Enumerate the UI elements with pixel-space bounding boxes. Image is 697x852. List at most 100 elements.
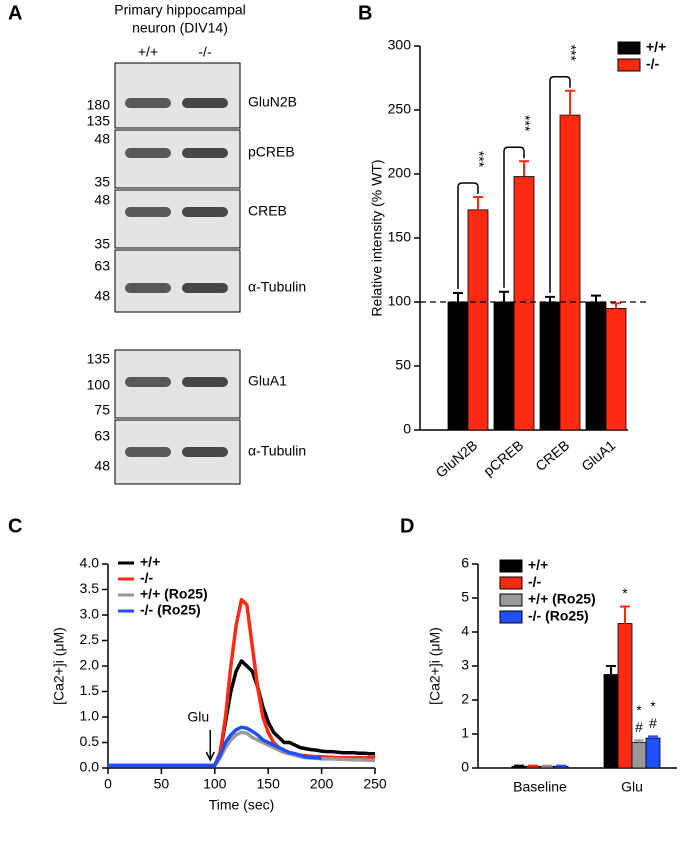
legend-label: +/+: [646, 39, 666, 55]
bar: [559, 114, 581, 431]
lane-label: -/-: [198, 44, 212, 60]
blot-label: GluA1: [248, 373, 287, 389]
y-tick-label: 2.0: [80, 657, 100, 673]
blot-band: [182, 283, 228, 293]
error-bar: [473, 196, 483, 210]
y-tick-label: 150: [388, 229, 412, 245]
blot-band: [182, 148, 228, 158]
mw-marker: 63: [94, 428, 110, 444]
blot-label: pCREB: [248, 144, 295, 160]
x-tick-label: Baseline: [513, 779, 567, 795]
legend-swatch: [499, 593, 523, 607]
y-tick-label: 3.5: [80, 580, 100, 596]
y-tick-label: 4: [461, 623, 469, 639]
y-tick-label: 0.0: [80, 759, 100, 775]
significance-mark: ***: [517, 115, 533, 132]
annotation: Glu: [187, 709, 209, 725]
data-line: [108, 725, 322, 768]
y-tick-label: 6: [461, 555, 469, 571]
legend-label: -/- (Ro25): [140, 602, 201, 618]
bar: [605, 307, 627, 431]
y-axis-label: [Ca2+]i (μM): [51, 627, 67, 705]
blot-label: GluN2B: [248, 94, 297, 110]
significance-bracket: [457, 182, 479, 290]
blot-band: [125, 447, 171, 457]
legend-swatch: [499, 559, 523, 573]
mw-marker: 135: [87, 113, 111, 129]
y-tick-label: 3: [461, 657, 469, 673]
error-bar: [542, 764, 552, 767]
error-bar: [648, 735, 658, 739]
blot-band: [125, 207, 171, 217]
error-bar: [519, 160, 529, 177]
blot-frame: [114, 189, 241, 249]
error-bar: [528, 764, 538, 767]
y-tick-label: 1.0: [80, 708, 100, 724]
error-bar: [514, 764, 524, 767]
y-tick-label: 2: [461, 691, 469, 707]
legend-label: +/+ (Ro25): [528, 591, 596, 607]
x-tick-label: CREB: [532, 437, 572, 474]
data-line: [108, 597, 375, 768]
significance-mark: #: [649, 715, 657, 731]
y-tick-label: 0: [403, 421, 411, 437]
blot-label: α-Tubulin: [248, 443, 306, 459]
error-bar: [634, 739, 644, 743]
mw-marker: 35: [94, 174, 110, 190]
legend-label: -/- (Ro25): [528, 608, 589, 624]
blot-frame: [114, 129, 241, 189]
bar: [585, 301, 607, 431]
lane-label: +/+: [138, 44, 158, 60]
bar: [447, 301, 469, 431]
legend-swatch: [499, 576, 523, 590]
x-tick-label: 200: [310, 776, 334, 792]
y-axis-label: Relative intensity (% WT): [369, 159, 385, 316]
error-bar: [565, 89, 575, 116]
x-tick-label: pCREB: [480, 437, 526, 479]
mw-marker: 75: [94, 402, 110, 418]
y-tick-label: 0.5: [80, 733, 100, 749]
x-tick-label: 0: [104, 776, 112, 792]
bar: [493, 301, 515, 431]
blot-title: neuron (DIV14): [132, 20, 228, 36]
bar: [467, 209, 489, 431]
significance-bracket: [503, 146, 525, 288]
blot-band: [125, 283, 171, 293]
significance-mark: *: [636, 702, 642, 718]
y-tick-label: 5: [461, 589, 469, 605]
x-tick-label: GluA1: [578, 437, 618, 474]
bar: [645, 737, 661, 769]
error-bar: [453, 292, 463, 302]
legend-label: -/-: [140, 570, 154, 586]
y-tick-label: 200: [388, 165, 412, 181]
error-bar: [620, 605, 630, 624]
legend-swatch: [499, 610, 523, 624]
x-tick-label: 100: [203, 776, 227, 792]
blot-band: [182, 98, 228, 108]
y-tick-label: 1: [461, 725, 469, 741]
mw-marker: 135: [87, 351, 111, 367]
bar: [539, 301, 561, 431]
y-tick-label: 2.5: [80, 631, 100, 647]
blot-band: [125, 98, 171, 108]
error-bar: [545, 295, 555, 302]
mw-marker: 180: [87, 97, 111, 113]
bar: [617, 623, 633, 769]
legend-swatch: [617, 41, 641, 55]
panel-letter: C: [8, 515, 22, 537]
legend-label: +/+ (Ro25): [140, 586, 208, 602]
legend-swatch: [617, 58, 641, 72]
blot-band: [125, 377, 171, 387]
y-tick-label: 300: [388, 37, 412, 53]
mw-marker: 48: [94, 131, 110, 147]
blot-band: [182, 207, 228, 217]
legend-label: -/-: [646, 56, 660, 72]
mw-marker: 48: [94, 458, 110, 474]
x-tick-label: 250: [363, 776, 387, 792]
legend-label: +/+: [140, 554, 160, 570]
significance-bracket: [549, 76, 571, 293]
x-tick-label: Glu: [621, 779, 643, 795]
mw-marker: 48: [94, 192, 110, 208]
legend-label: -/-: [528, 574, 542, 590]
